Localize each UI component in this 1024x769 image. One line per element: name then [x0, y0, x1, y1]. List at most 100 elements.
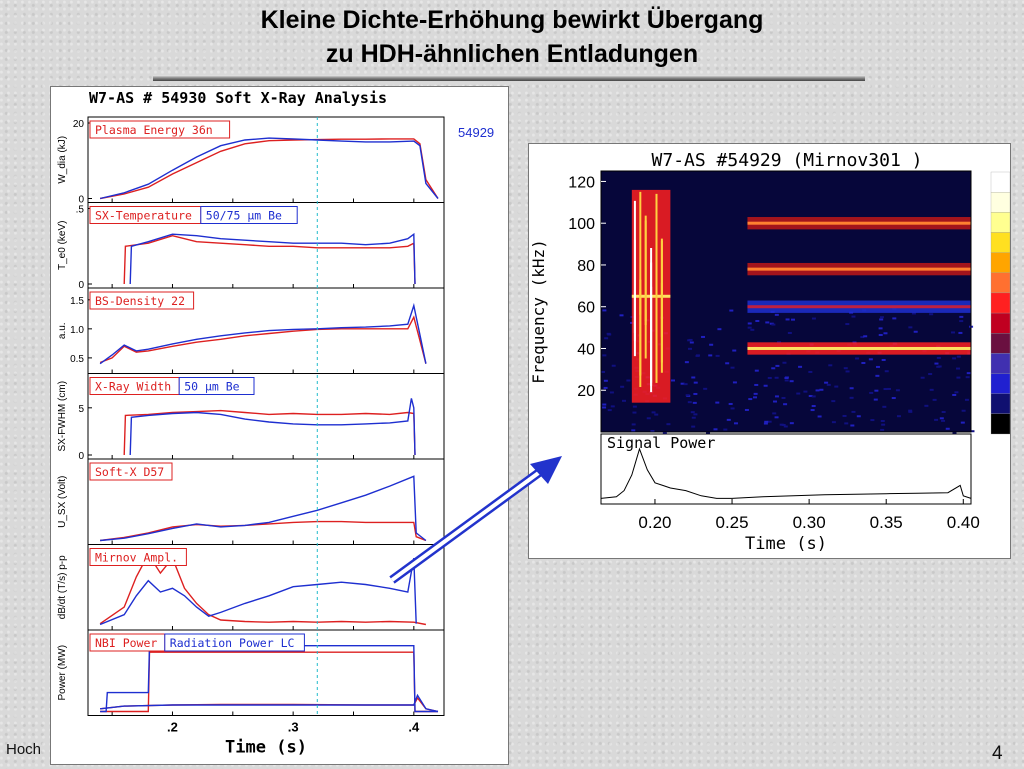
noise-pixel [811, 405, 816, 408]
panel-ylabel: Power (MW) [57, 645, 68, 701]
y-tick-label: 0.5 [70, 354, 84, 365]
noise-pixel [715, 401, 720, 404]
noise-pixel [834, 385, 839, 388]
legend-box [200, 206, 298, 224]
noise-pixel [602, 354, 607, 357]
noise-pixel [928, 373, 933, 376]
spectrum-band-core [747, 267, 971, 271]
legend-box [89, 462, 173, 481]
noise-pixel [920, 376, 925, 379]
noise-pixel [908, 326, 913, 329]
noise-pixel [945, 427, 950, 430]
noise-pixel [881, 358, 886, 361]
noise-pixel [729, 309, 734, 312]
colorbar-swatch [990, 333, 1011, 354]
panel-usx: U_SX (Volt) Soft-X D57 [57, 458, 445, 545]
noise-pixel [911, 312, 916, 315]
soft-xray-analysis-figure: W7-AS # 54930 Soft X-Ray Analysis 54929 20… [50, 86, 509, 765]
noise-pixel [693, 392, 698, 395]
noise-pixel [693, 381, 698, 384]
noise-pixel [662, 431, 667, 434]
noise-pixel [815, 389, 820, 392]
spectrogram-xlabel: Time (s) [745, 534, 827, 554]
noise-pixel [783, 403, 788, 406]
noise-pixel [856, 415, 861, 418]
series-red-line [123, 234, 416, 285]
series-blue-line [99, 557, 417, 626]
noise-pixel [965, 376, 970, 379]
shot-number-label: 54929 [458, 125, 494, 140]
noise-pixel [771, 367, 776, 370]
noise-pixel [875, 374, 880, 377]
noise-pixel [687, 401, 692, 404]
noise-pixel [728, 402, 733, 405]
noise-pixel [706, 431, 711, 434]
series-red-line [123, 409, 416, 456]
noise-pixel [691, 425, 696, 428]
noise-pixel [845, 323, 850, 326]
noise-pixel [708, 354, 713, 357]
y-tick-label: 120 [568, 174, 595, 191]
noise-pixel [843, 367, 848, 370]
noise-pixel [602, 309, 607, 312]
y-tick-label: 0 [78, 451, 84, 462]
noise-pixel [607, 409, 612, 412]
noise-pixel [878, 327, 883, 330]
noise-pixel [632, 405, 637, 408]
noise-pixel [883, 388, 888, 391]
noise-pixel [929, 313, 934, 316]
x-tick-label: 0.35 [870, 513, 903, 532]
noise-pixel [732, 349, 737, 352]
soft-xray-panels-svg: W7-AS # 54930 Soft X-Ray Analysis 54929 20… [57, 89, 494, 758]
x-tick-label: .2 [167, 720, 178, 735]
noise-pixel [744, 408, 749, 411]
noise-pixel [602, 403, 607, 406]
noise-pixel [845, 370, 850, 373]
noise-pixel [860, 336, 865, 339]
slide-title-line2: zu HDH-ähnlichen Entladungen [325, 40, 699, 68]
noise-pixel [870, 419, 875, 422]
noise-pixel [960, 421, 965, 424]
noise-pixel [828, 364, 833, 367]
legend-box [89, 548, 187, 566]
panel-ylabel: U_SX (Volt) [57, 476, 68, 528]
y-tick-label: 5 [78, 404, 84, 415]
noise-pixel [844, 422, 849, 425]
series-blue-line [129, 398, 416, 456]
y-tick-label: 0 [78, 195, 84, 206]
noise-pixel [774, 395, 779, 398]
spectrum-band-core [747, 305, 971, 309]
noise-pixel [850, 424, 855, 427]
noise-pixel [924, 404, 929, 407]
series-blue-line [100, 475, 427, 542]
noise-pixel [670, 379, 675, 382]
noise-pixel [970, 430, 975, 433]
noise-pixel [952, 357, 957, 360]
noise-pixel [753, 392, 758, 395]
noise-pixel [703, 387, 708, 390]
noise-pixel [913, 330, 918, 333]
noise-pixel [879, 318, 884, 321]
noise-pixel [654, 413, 659, 416]
noise-pixel [687, 339, 692, 342]
colorbar-swatch [990, 312, 1011, 334]
noise-pixel [784, 376, 789, 379]
series-blue-line [100, 645, 438, 713]
noise-pixel [777, 341, 782, 344]
noise-pixel [687, 347, 692, 350]
y-tick-label: 60 [577, 300, 595, 317]
panel-ylabel: a.u. [57, 322, 68, 339]
noise-pixel [747, 326, 752, 329]
noise-pixel [784, 379, 789, 382]
colorbar-swatch [990, 373, 1011, 394]
spectrogram-ylabel: Frequency (kHz) [529, 239, 548, 384]
noise-pixel [961, 409, 966, 412]
left-x-axis-label: Time (s) [225, 738, 307, 758]
colorbar-swatch [990, 292, 1011, 314]
noise-pixel [810, 409, 815, 412]
noise-pixel [954, 391, 959, 394]
noise-pixel [782, 361, 787, 364]
noise-pixel [732, 381, 737, 384]
noise-pixel [709, 343, 714, 346]
colorbar-swatch [990, 393, 1011, 414]
